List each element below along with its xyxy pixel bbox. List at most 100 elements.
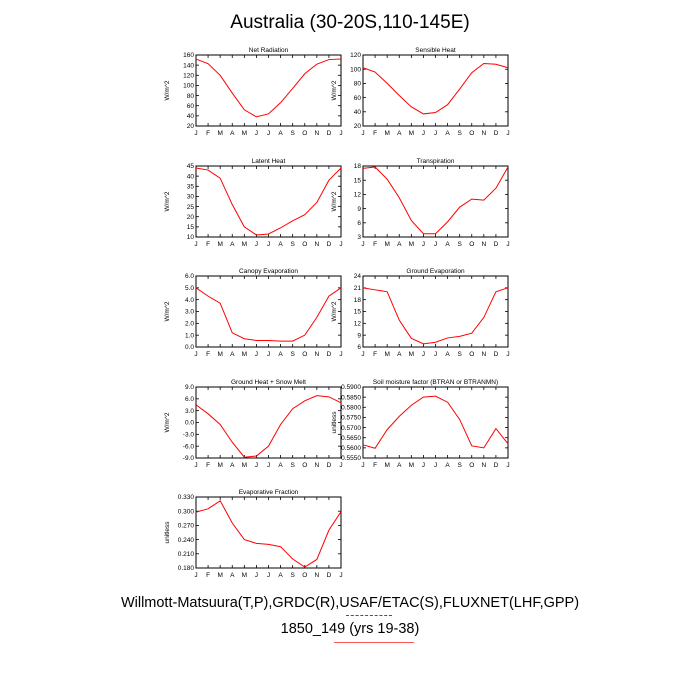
x-tick-label: J <box>267 241 270 248</box>
x-tick-label: N <box>481 351 486 358</box>
x-tick-label: J <box>194 462 197 469</box>
page-title: Australia (30-20S,110-145E) <box>230 12 470 33</box>
x-tick-label: D <box>327 241 332 248</box>
x-tick-label: S <box>290 241 295 248</box>
footer-run-caption: 1850_149 (yrs 19-38) <box>280 621 420 637</box>
x-tick-label: M <box>384 462 389 469</box>
chart-title: Ground Evaporation <box>406 268 465 275</box>
y-tick-label: 3 <box>357 234 361 241</box>
x-tick-label: O <box>302 572 307 579</box>
series-line <box>195 167 342 236</box>
y-tick-label: -3.0 <box>183 432 195 439</box>
y-tick-label: 4.0 <box>185 297 194 304</box>
chart-panel-9: Evaporative Fraction unitless 0.180 0.210 0.… <box>164 489 343 579</box>
y-tick-label: 10 <box>187 234 195 241</box>
x-tick-label: J <box>194 351 197 358</box>
x-tick-label: J <box>361 241 364 248</box>
x-tick-label: S <box>457 462 462 469</box>
series-line <box>362 287 509 345</box>
x-tick-label: S <box>290 572 295 579</box>
x-tick-label: O <box>469 351 474 358</box>
y-tick-label: -9.0 <box>183 455 195 462</box>
footer-underline-blue <box>346 615 392 617</box>
x-tick-label: F <box>206 241 210 248</box>
x-tick-label: J <box>434 241 437 248</box>
y-tick-label: 0.5550 <box>341 455 361 462</box>
x-tick-label: A <box>230 572 235 579</box>
x-tick-label: D <box>494 241 499 248</box>
y-tick-label: 30 <box>187 194 195 201</box>
x-tick-label: N <box>314 351 319 358</box>
y-tick-label: 15 <box>354 177 362 184</box>
x-tick-label: S <box>457 241 462 248</box>
y-tick-label: 9.0 <box>185 384 194 391</box>
x-tick-label: N <box>481 241 486 248</box>
x-tick-label: F <box>206 572 210 579</box>
x-tick-label: O <box>302 351 307 358</box>
y-axis-label: unitless <box>164 521 171 544</box>
y-axis-label: W/m^2 <box>164 412 171 432</box>
y-tick-label: 40 <box>187 113 195 120</box>
y-tick-label: 35 <box>187 183 195 190</box>
x-tick-label: M <box>409 241 414 248</box>
x-tick-label: M <box>242 572 247 579</box>
x-tick-label: J <box>506 462 509 469</box>
x-tick-label: N <box>314 241 319 248</box>
x-tick-label: M <box>409 462 414 469</box>
x-tick-label: O <box>469 130 474 137</box>
x-tick-label: M <box>217 130 222 137</box>
y-axis-label: W/m^2 <box>331 80 338 100</box>
x-tick-label: S <box>290 351 295 358</box>
x-tick-label: J <box>339 462 342 469</box>
x-tick-label: N <box>481 462 486 469</box>
footer-datasets-caption: Willmott-Matsuura(T,P),GRDC(R),USAF/ETAC… <box>120 595 580 611</box>
x-tick-label: S <box>290 130 295 137</box>
x-tick-label: J <box>267 351 270 358</box>
chart-panel-1: Net Radiation W/m^2 20 40 60 80 100 120 140 160 J F… <box>164 47 343 137</box>
x-tick-label: J <box>339 241 342 248</box>
x-tick-label: A <box>230 351 235 358</box>
x-tick-label: M <box>217 572 222 579</box>
x-tick-label: M <box>242 462 247 469</box>
y-tick-label: 40 <box>354 109 362 116</box>
x-tick-label: J <box>361 462 364 469</box>
x-tick-label: N <box>314 572 319 579</box>
y-tick-label: 18 <box>354 297 362 304</box>
y-tick-label: 80 <box>354 81 362 88</box>
x-tick-label: N <box>481 130 486 137</box>
y-axis-label: W/m^2 <box>331 191 338 211</box>
x-tick-label: J <box>422 351 425 358</box>
y-tick-label: 1.0 <box>185 332 194 339</box>
x-tick-label: J <box>434 130 437 137</box>
y-tick-label: 6.0 <box>185 396 194 403</box>
x-tick-label: J <box>255 130 258 137</box>
y-tick-label: 20 <box>187 214 195 221</box>
chart-title: Canopy Evaporation <box>239 268 298 275</box>
y-tick-label: 0.210 <box>178 551 195 558</box>
chart-title: Transpiration <box>417 158 455 165</box>
x-tick-label: O <box>302 462 307 469</box>
x-tick-label: J <box>506 130 509 137</box>
x-tick-label: M <box>409 351 414 358</box>
y-tick-label: 3.0 <box>185 309 194 316</box>
y-tick-label: 0.5650 <box>341 435 361 442</box>
y-tick-label: 9 <box>357 332 361 339</box>
y-tick-label: 0.5600 <box>341 445 361 452</box>
y-tick-label: 0.0 <box>185 420 194 427</box>
x-tick-label: M <box>242 241 247 248</box>
y-tick-label: 0.5800 <box>341 404 361 411</box>
y-tick-label: 0.300 <box>178 508 195 515</box>
y-tick-label: 0.240 <box>178 537 195 544</box>
series-line <box>195 58 342 118</box>
chart-title: Evaporative Fraction <box>239 489 299 496</box>
x-tick-label: N <box>314 462 319 469</box>
x-tick-label: A <box>445 462 450 469</box>
x-tick-label: J <box>422 462 425 469</box>
x-tick-label: F <box>373 351 377 358</box>
x-tick-label: O <box>469 241 474 248</box>
x-tick-label: N <box>314 130 319 137</box>
x-tick-label: A <box>230 130 235 137</box>
y-tick-label: 15 <box>187 224 195 231</box>
